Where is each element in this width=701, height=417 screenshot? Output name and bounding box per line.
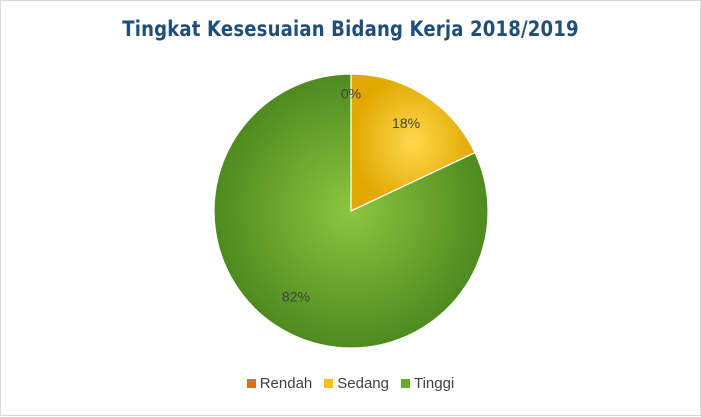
legend-item-sedang: Sedang [324, 375, 389, 392]
legend-swatch-rendah [246, 379, 256, 388]
pie-slices [213, 73, 489, 349]
pie-data-labels: 0% 18% 82% [282, 85, 420, 304]
data-label-sedang: 18% [392, 115, 420, 131]
data-label-rendah: 0% [341, 85, 361, 101]
chart-legend: Rendah Sedang Tinggi [1, 375, 700, 392]
legend-label-tinggi: Tinggi [413, 375, 455, 392]
data-label-tinggi: 82% [282, 288, 310, 304]
legend-item-tinggi: Tinggi [400, 375, 455, 392]
pie-slice-sedang [350, 73, 476, 212]
legend-swatch-sedang [324, 379, 334, 388]
pie-slice-tinggi [213, 73, 489, 349]
legend-label-sedang: Sedang [337, 375, 389, 392]
legend-label-rendah: Rendah [259, 375, 313, 392]
legend-item-rendah: Rendah [246, 375, 313, 392]
legend-swatch-tinggi [400, 379, 410, 388]
chart-title: Tingkat Kesesuaian Bidang Kerja 2018/201… [122, 17, 579, 41]
